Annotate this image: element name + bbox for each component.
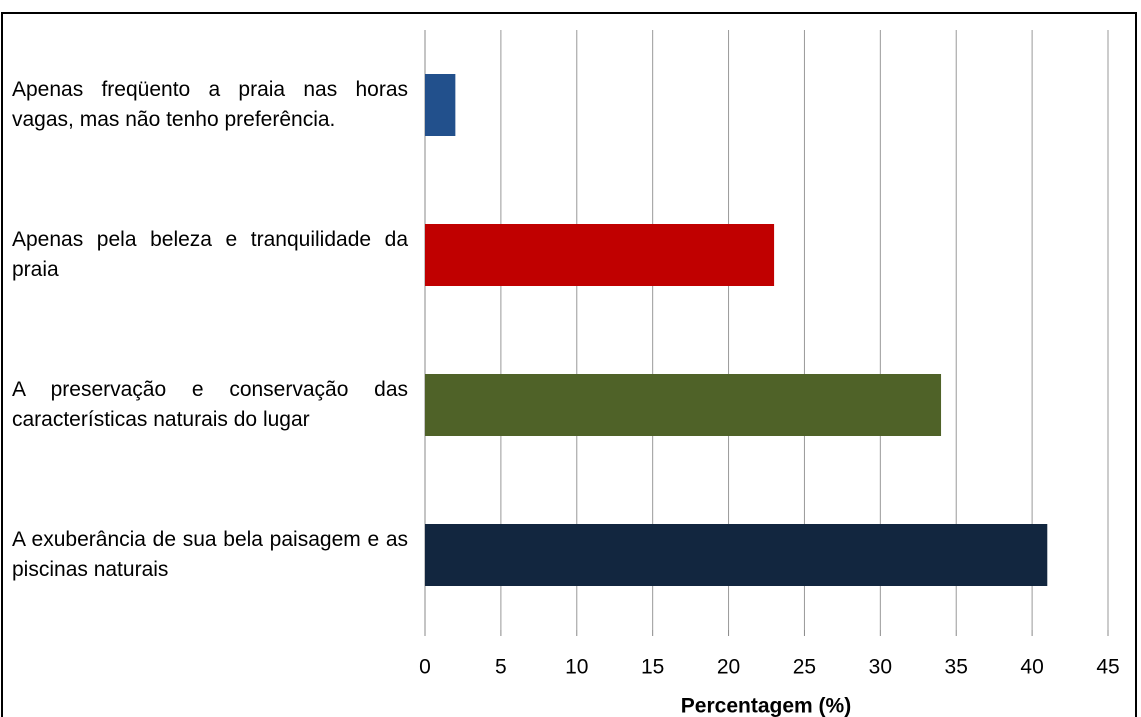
x-tick-label: 40	[1020, 656, 1043, 679]
bar	[425, 74, 456, 136]
x-tick-label: 20	[717, 656, 740, 679]
x-tick-label: 45	[1096, 656, 1119, 679]
category-label: Apenas pela beleza e tranquilidade da pr…	[12, 228, 408, 281]
x-tick-label: 0	[419, 656, 431, 679]
x-axis-title: Percentagem (%)	[681, 695, 851, 717]
category-label: A preservação e conservação das caracter…	[12, 378, 408, 431]
category-label: A exuberância de sua bela paisagem e as …	[12, 528, 408, 581]
x-tick-label: 25	[793, 656, 816, 679]
bar	[425, 224, 775, 286]
x-tick-label: 10	[565, 656, 588, 679]
x-tick-label: 35	[945, 656, 968, 679]
x-tick-label: 15	[641, 656, 664, 679]
category-label: Apenas freqüento a praia nas horas vagas…	[12, 78, 408, 131]
bar	[425, 374, 942, 436]
bar	[425, 524, 1048, 586]
frame	[1, 12, 1137, 717]
x-tick-label: 30	[869, 656, 892, 679]
x-tick-label: 5	[495, 656, 507, 679]
